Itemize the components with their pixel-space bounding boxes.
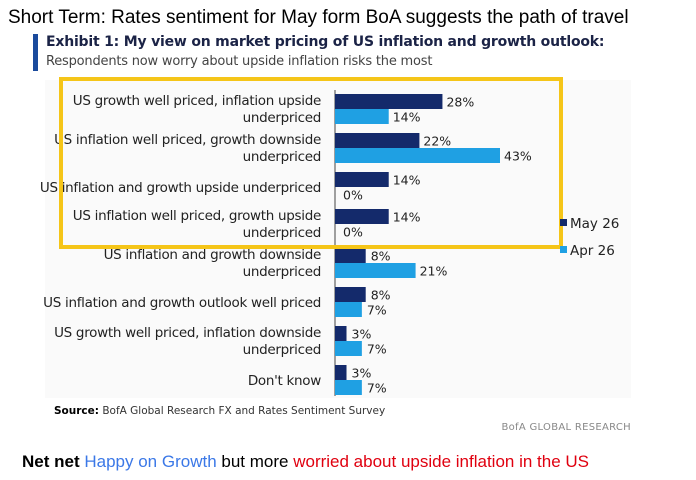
bar-value-label: 7% [367, 381, 387, 396]
category-label-line: underpriced [243, 264, 321, 280]
category-label: US inflation and growth downside underpri… [104, 247, 321, 280]
legend-label: May 26 [570, 216, 619, 232]
bar-value-label: 8% [371, 288, 391, 303]
category-label: US inflation and growth outlook well pri… [43, 295, 321, 311]
bar-value-label: 22% [423, 134, 451, 149]
net-net-red-text: worried about upside inflation in the US [293, 452, 590, 471]
category-label-line: US inflation well priced, growth upside [73, 208, 321, 224]
source-text: BofA Global Research FX and Rates Sentim… [98, 405, 386, 417]
category-label-line: underpriced [243, 110, 321, 126]
bar-value-label: 14% [393, 173, 421, 188]
net-net-blue-text: Happy on Growth [84, 452, 217, 471]
page-headline: Short Term: Rates sentiment for May form… [8, 7, 629, 28]
bar-may [335, 94, 443, 109]
category-label: US growth well priced, inflation downsid… [54, 325, 321, 358]
legend-label: Apr 26 [570, 243, 615, 259]
exhibit-chart: Exhibit 1: My view on market pricing of … [33, 34, 643, 442]
bar-value-label: 0% [343, 225, 363, 240]
bar-apr [335, 302, 362, 317]
bar-may [335, 172, 389, 187]
bar-value-label: 21% [420, 264, 448, 279]
category-label-line: US inflation well priced, growth downsid… [54, 132, 321, 148]
category-label: US inflation and growth upside underpric… [40, 180, 321, 196]
bar-value-label: 14% [393, 210, 421, 225]
bar-value-label: 7% [367, 303, 387, 318]
bar-value-label: 8% [371, 249, 391, 264]
category-label-line: US growth well priced, inflation downsid… [54, 325, 321, 341]
legend-swatch [560, 219, 567, 226]
exhibit-subtitle: Respondents now worry about upside infla… [46, 54, 433, 69]
bar-may [335, 209, 389, 224]
bar-may [335, 326, 347, 341]
bar-value-label: 43% [504, 149, 532, 164]
bar-value-label: 3% [352, 366, 372, 381]
bar-apr [335, 148, 500, 163]
brand-label: BofA GLOBAL RESEARCH [501, 422, 631, 433]
net-net-label: Net net [22, 452, 80, 471]
category-label: US growth well priced, inflation upside u… [73, 93, 321, 126]
bar-value-label: 7% [367, 342, 387, 357]
source-note: Source: BofA Global Research FX and Rate… [54, 405, 385, 417]
bar-value-label: 14% [393, 110, 421, 125]
net-net-black-text: but more [221, 452, 289, 471]
category-label-line: US inflation and growth downside [104, 247, 321, 263]
bar-may [335, 287, 366, 302]
legend-swatch [560, 246, 567, 253]
net-net-summary: Net net Happy on Growth but more worried… [22, 452, 589, 472]
category-label: US inflation well priced, growth upside u… [73, 208, 321, 241]
category-label-line: underpriced [243, 225, 321, 241]
category-label-line: US growth well priced, inflation upside [73, 93, 321, 109]
source-label: Source: [54, 405, 99, 417]
bar-chart: US growth well priced, inflation upside u… [40, 77, 631, 398]
bar-apr [335, 109, 389, 124]
highlight-box [59, 77, 563, 249]
bar-apr [335, 341, 362, 356]
bar-apr [335, 380, 362, 395]
bar-apr [335, 263, 416, 278]
bar-may [335, 248, 366, 263]
exhibit-title: Exhibit 1: My view on market pricing of … [46, 34, 605, 50]
bar-value-label: 3% [352, 327, 372, 342]
category-label: US inflation well priced, growth downsid… [54, 132, 321, 165]
bar-may [335, 365, 347, 380]
category-label-line: underpriced [243, 342, 321, 358]
category-label-line: underpriced [243, 149, 321, 165]
bar-value-label: 0% [343, 188, 363, 203]
category-label: Don't know [248, 373, 321, 389]
bar-value-label: 28% [446, 95, 474, 110]
exhibit-accent-bar [33, 34, 38, 71]
bar-may [335, 133, 420, 148]
